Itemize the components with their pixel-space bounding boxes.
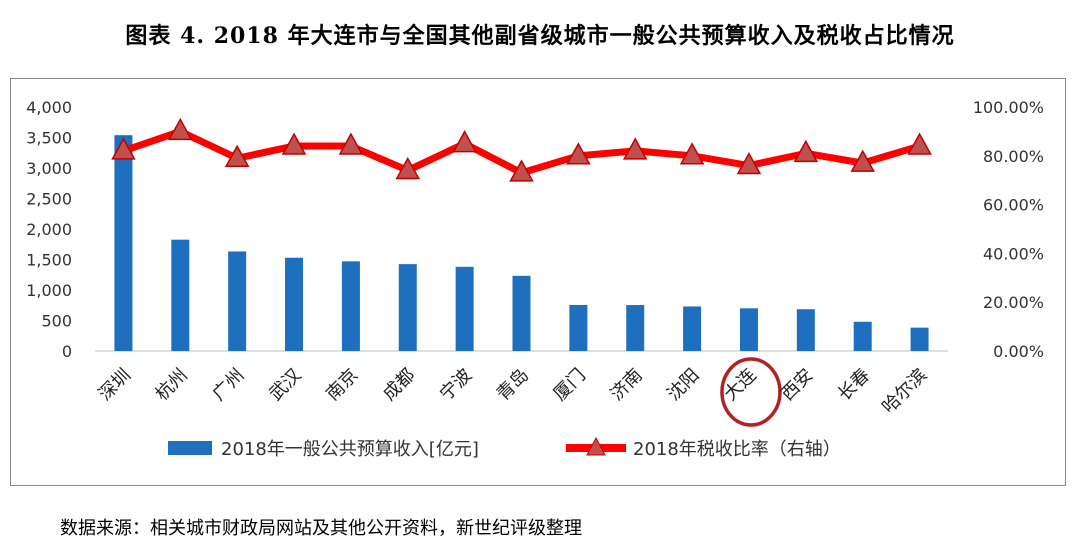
- chart-svg: 4,000 3,500 3,000 2,500 2,000 1,500 1,000 500 0 1…: [26, 98, 1044, 460]
- x-tick-label: 长春: [834, 365, 874, 405]
- line-point: [224, 144, 250, 167]
- legend-bar-swatch: [168, 441, 212, 455]
- x-tick-label: 青岛: [493, 365, 533, 405]
- bar: [455, 266, 474, 351]
- y-tick-label: 1,500: [26, 251, 72, 270]
- chart-title: 图表 4. 2018 年大连市与全国其他副省级城市一般公共预算收入及税收占比情况: [125, 23, 955, 49]
- bar: [512, 275, 531, 351]
- y-tick-label: 2,500: [26, 190, 72, 209]
- legend-bar-label: 2018年一般公共预算收入[亿元]: [221, 439, 479, 460]
- bar: [569, 304, 588, 351]
- y-tick-label: 0: [62, 342, 72, 361]
- y-tick-label: 2,000: [26, 220, 72, 239]
- x-tick-label: 哈尔滨: [878, 365, 931, 418]
- bar: [910, 327, 929, 351]
- x-tick-label: 厦门: [550, 365, 590, 405]
- bar: [626, 305, 645, 351]
- line-point: [452, 130, 477, 153]
- x-tick-label: 大连: [720, 365, 760, 405]
- bar: [683, 306, 702, 351]
- line-point: [168, 117, 193, 141]
- legend-line-label: 2018年税收比率（右轴）: [633, 439, 841, 460]
- x-tick-label: 宁波: [436, 365, 476, 405]
- x-tick-label: 杭州: [152, 365, 192, 405]
- bar: [739, 308, 758, 351]
- x-tick-label: 武汉: [265, 365, 305, 405]
- source-note: 数据来源：相关城市财政局网站及其他公开资料，新世纪评级整理: [60, 518, 582, 539]
- bar: [114, 135, 133, 351]
- line-point: [395, 156, 421, 180]
- y-tick-label: 3,500: [26, 129, 72, 148]
- x-tick-label: 西安: [777, 365, 817, 405]
- x-tick-label: 济南: [606, 365, 646, 405]
- legend-line-marker: [586, 436, 606, 456]
- bar: [341, 261, 360, 351]
- x-tick-label: 广州: [208, 365, 248, 405]
- line-point: [111, 137, 136, 160]
- y2-tick-label: 80.00%: [983, 147, 1044, 166]
- y2-tick-label: 100.00%: [973, 98, 1044, 117]
- y-tick-label: 4,000: [26, 98, 72, 117]
- y2-tick-label: 20.00%: [983, 293, 1044, 312]
- line-point: [679, 142, 705, 165]
- line-point: [907, 132, 932, 155]
- y-tick-label: 1,000: [26, 281, 72, 300]
- y-tick-label: 500: [41, 312, 72, 331]
- x-tick-label: 南京: [322, 365, 362, 405]
- line-point: [850, 149, 875, 172]
- chart-frame: [10, 78, 1066, 486]
- bar: [853, 321, 872, 351]
- x-tick-label: 成都: [379, 365, 419, 405]
- line-point: [281, 132, 307, 155]
- line-point: [622, 137, 648, 160]
- y2-tick-label: 60.00%: [983, 196, 1044, 215]
- line-point: [793, 139, 819, 163]
- bar: [171, 239, 190, 351]
- y-tick-label: 3,000: [26, 159, 72, 178]
- bar: [228, 251, 247, 351]
- line-point: [566, 142, 591, 165]
- bar: [398, 264, 417, 351]
- line-point: [509, 159, 534, 182]
- line-point: [736, 152, 762, 175]
- line-point: [338, 132, 364, 155]
- bar: [285, 257, 304, 351]
- y2-tick-label: 40.00%: [983, 244, 1044, 263]
- bar: [796, 309, 815, 351]
- y2-tick-label: 0.00%: [993, 342, 1044, 361]
- highlight-circle: [720, 357, 782, 427]
- x-tick-label: 沈阳: [663, 365, 703, 405]
- x-tick-label: 深圳: [95, 365, 135, 405]
